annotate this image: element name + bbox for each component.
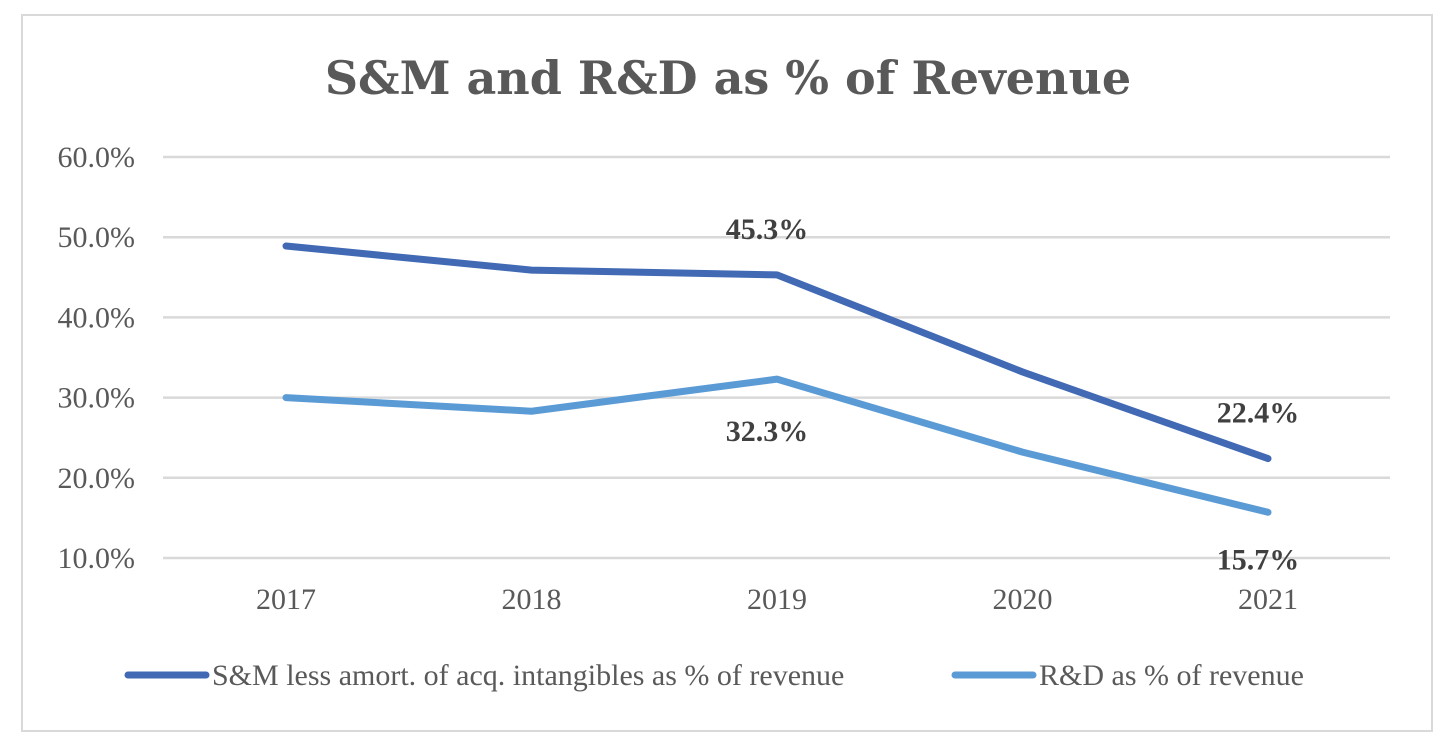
data-label: 22.4% — [1217, 397, 1300, 430]
legend-label-1: S&M less amort. of acq. intangibles as %… — [212, 659, 844, 692]
gridlines — [163, 155, 1390, 560]
y-tick-label: 40.0% — [58, 301, 136, 334]
data-labels: 45.3% 22.4% 32.3% 15.7% — [726, 213, 1300, 576]
data-label: 45.3% — [726, 213, 809, 246]
y-tick-label: 60.0% — [58, 141, 136, 174]
x-tick-label: 2019 — [747, 583, 807, 616]
data-label: 32.3% — [726, 415, 809, 448]
chart-title: S&M and R&D as % of Revenue — [325, 51, 1131, 105]
chart-frame — [21, 14, 1433, 732]
legend-label-2: R&D as % of revenue — [1039, 659, 1304, 692]
x-tick-label: 2020 — [993, 583, 1053, 616]
legend: S&M less amort. of acq. intangibles as %… — [124, 659, 1304, 692]
y-tick-label: 50.0% — [58, 221, 136, 254]
y-tick-label: 30.0% — [58, 382, 136, 415]
data-label: 15.7% — [1217, 543, 1300, 576]
series-group — [282, 242, 1272, 516]
x-tick-label: 2017 — [256, 583, 316, 616]
y-tick-label: 20.0% — [58, 462, 136, 495]
y-tick-label: 10.0% — [58, 542, 136, 575]
x-axis: 2017 2018 2019 2020 2021 — [256, 583, 1298, 616]
y-axis: 60.0% 50.0% 40.0% 30.0% 20.0% 10.0% — [58, 141, 136, 575]
x-tick-label: 2021 — [1238, 583, 1298, 616]
x-tick-label: 2018 — [502, 583, 562, 616]
